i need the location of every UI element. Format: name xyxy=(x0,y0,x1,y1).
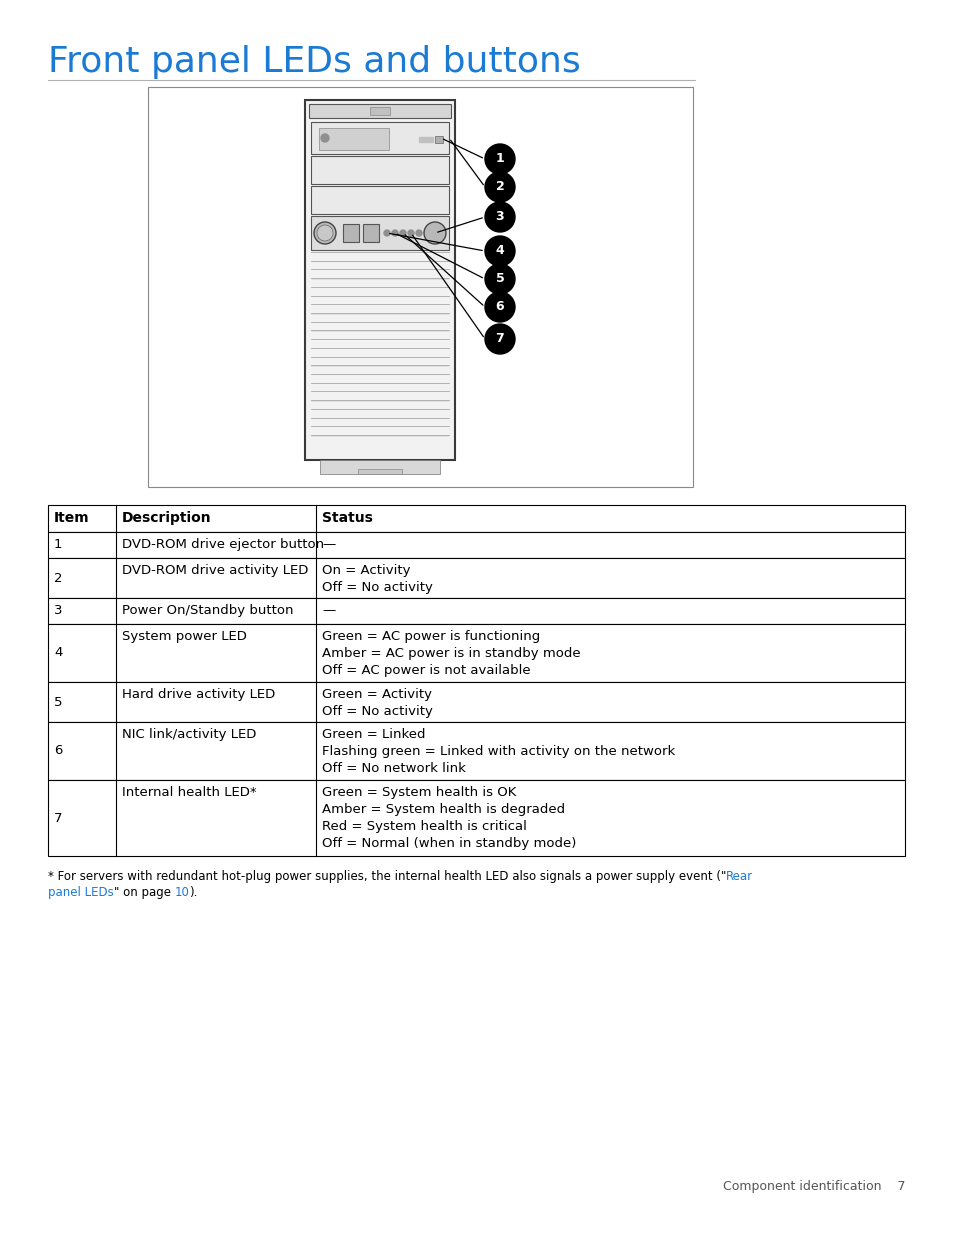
Text: System power LED: System power LED xyxy=(122,630,247,643)
Bar xyxy=(311,366,449,367)
Circle shape xyxy=(384,230,390,236)
Text: Front panel LEDs and buttons: Front panel LEDs and buttons xyxy=(48,44,580,79)
Circle shape xyxy=(484,172,515,203)
Text: 10: 10 xyxy=(174,885,190,899)
Text: 3: 3 xyxy=(496,210,504,224)
Text: Green = AC power is functioning
Amber = AC power is in standby mode
Off = AC pow: Green = AC power is functioning Amber = … xyxy=(322,630,580,677)
Bar xyxy=(343,224,358,242)
Bar xyxy=(370,107,390,115)
Bar xyxy=(311,348,449,350)
Text: panel LEDs: panel LEDs xyxy=(48,885,113,899)
Circle shape xyxy=(484,291,515,322)
Text: NIC link/activity LED: NIC link/activity LED xyxy=(122,727,256,741)
Bar xyxy=(318,128,389,149)
Text: DVD-ROM drive activity LED: DVD-ROM drive activity LED xyxy=(122,564,308,577)
Bar xyxy=(418,137,433,142)
Bar xyxy=(48,624,904,682)
Bar xyxy=(311,312,449,315)
Circle shape xyxy=(484,236,515,266)
Bar xyxy=(311,417,449,419)
Bar xyxy=(311,331,449,332)
Bar xyxy=(148,86,692,487)
Bar xyxy=(311,383,449,384)
Text: 5: 5 xyxy=(54,695,63,709)
Circle shape xyxy=(314,222,335,245)
Text: 7: 7 xyxy=(54,811,63,825)
Text: —: — xyxy=(322,604,335,618)
Text: Power On/Standby button: Power On/Standby button xyxy=(122,604,294,618)
Text: Hard drive activity LED: Hard drive activity LED xyxy=(122,688,275,701)
Text: Green = Linked
Flashing green = Linked with activity on the network
Off = No net: Green = Linked Flashing green = Linked w… xyxy=(322,727,675,776)
Text: Component identification    7: Component identification 7 xyxy=(722,1179,905,1193)
Circle shape xyxy=(316,225,333,241)
Text: ).: ). xyxy=(190,885,197,899)
Text: 6: 6 xyxy=(54,745,62,757)
Text: 7: 7 xyxy=(496,332,504,346)
Bar xyxy=(319,459,439,474)
Bar xyxy=(48,722,904,781)
Text: Item: Item xyxy=(54,511,90,525)
Circle shape xyxy=(392,230,397,236)
Bar xyxy=(311,186,449,214)
Bar xyxy=(435,136,442,143)
Text: Status: Status xyxy=(322,511,373,525)
Circle shape xyxy=(320,135,329,142)
Text: 5: 5 xyxy=(496,273,504,285)
Text: " on page: " on page xyxy=(113,885,174,899)
Circle shape xyxy=(408,230,414,236)
Bar xyxy=(48,505,904,532)
Bar xyxy=(48,558,904,598)
Bar xyxy=(311,216,449,249)
Bar xyxy=(311,122,449,154)
Bar xyxy=(311,400,449,401)
Text: Internal health LED*: Internal health LED* xyxy=(122,785,256,799)
Bar xyxy=(363,224,378,242)
Text: —: — xyxy=(322,538,335,551)
Text: 2: 2 xyxy=(54,572,63,584)
Text: 1: 1 xyxy=(496,152,504,165)
Bar xyxy=(311,278,449,279)
Text: 3: 3 xyxy=(54,604,63,618)
Text: On = Activity
Off = No activity: On = Activity Off = No activity xyxy=(322,564,433,594)
Text: 6: 6 xyxy=(496,300,504,314)
Bar xyxy=(48,532,904,558)
Text: 4: 4 xyxy=(496,245,504,258)
Bar xyxy=(48,781,904,856)
Bar xyxy=(311,295,449,298)
Bar xyxy=(48,682,904,722)
Bar xyxy=(357,469,401,474)
Text: 4: 4 xyxy=(54,646,62,659)
Text: Description: Description xyxy=(122,511,212,525)
Circle shape xyxy=(484,324,515,354)
Circle shape xyxy=(423,222,446,245)
Bar xyxy=(311,435,449,436)
Bar xyxy=(305,100,455,459)
Bar xyxy=(311,156,449,184)
Text: DVD-ROM drive ejector button: DVD-ROM drive ejector button xyxy=(122,538,324,551)
Text: 2: 2 xyxy=(496,180,504,194)
Circle shape xyxy=(484,264,515,294)
Circle shape xyxy=(484,144,515,174)
Text: Green = System health is OK
Amber = System health is degraded
Red = System healt: Green = System health is OK Amber = Syst… xyxy=(322,785,576,850)
Circle shape xyxy=(484,203,515,232)
Text: * For servers with redundant hot-plug power supplies, the internal health LED al: * For servers with redundant hot-plug po… xyxy=(48,869,725,883)
Text: 1: 1 xyxy=(54,538,63,552)
Circle shape xyxy=(416,230,421,236)
Text: Green = Activity
Off = No activity: Green = Activity Off = No activity xyxy=(322,688,433,718)
Bar xyxy=(48,598,904,624)
Bar xyxy=(311,261,449,262)
Text: Rear: Rear xyxy=(725,869,753,883)
Circle shape xyxy=(399,230,406,236)
Bar xyxy=(309,104,451,119)
